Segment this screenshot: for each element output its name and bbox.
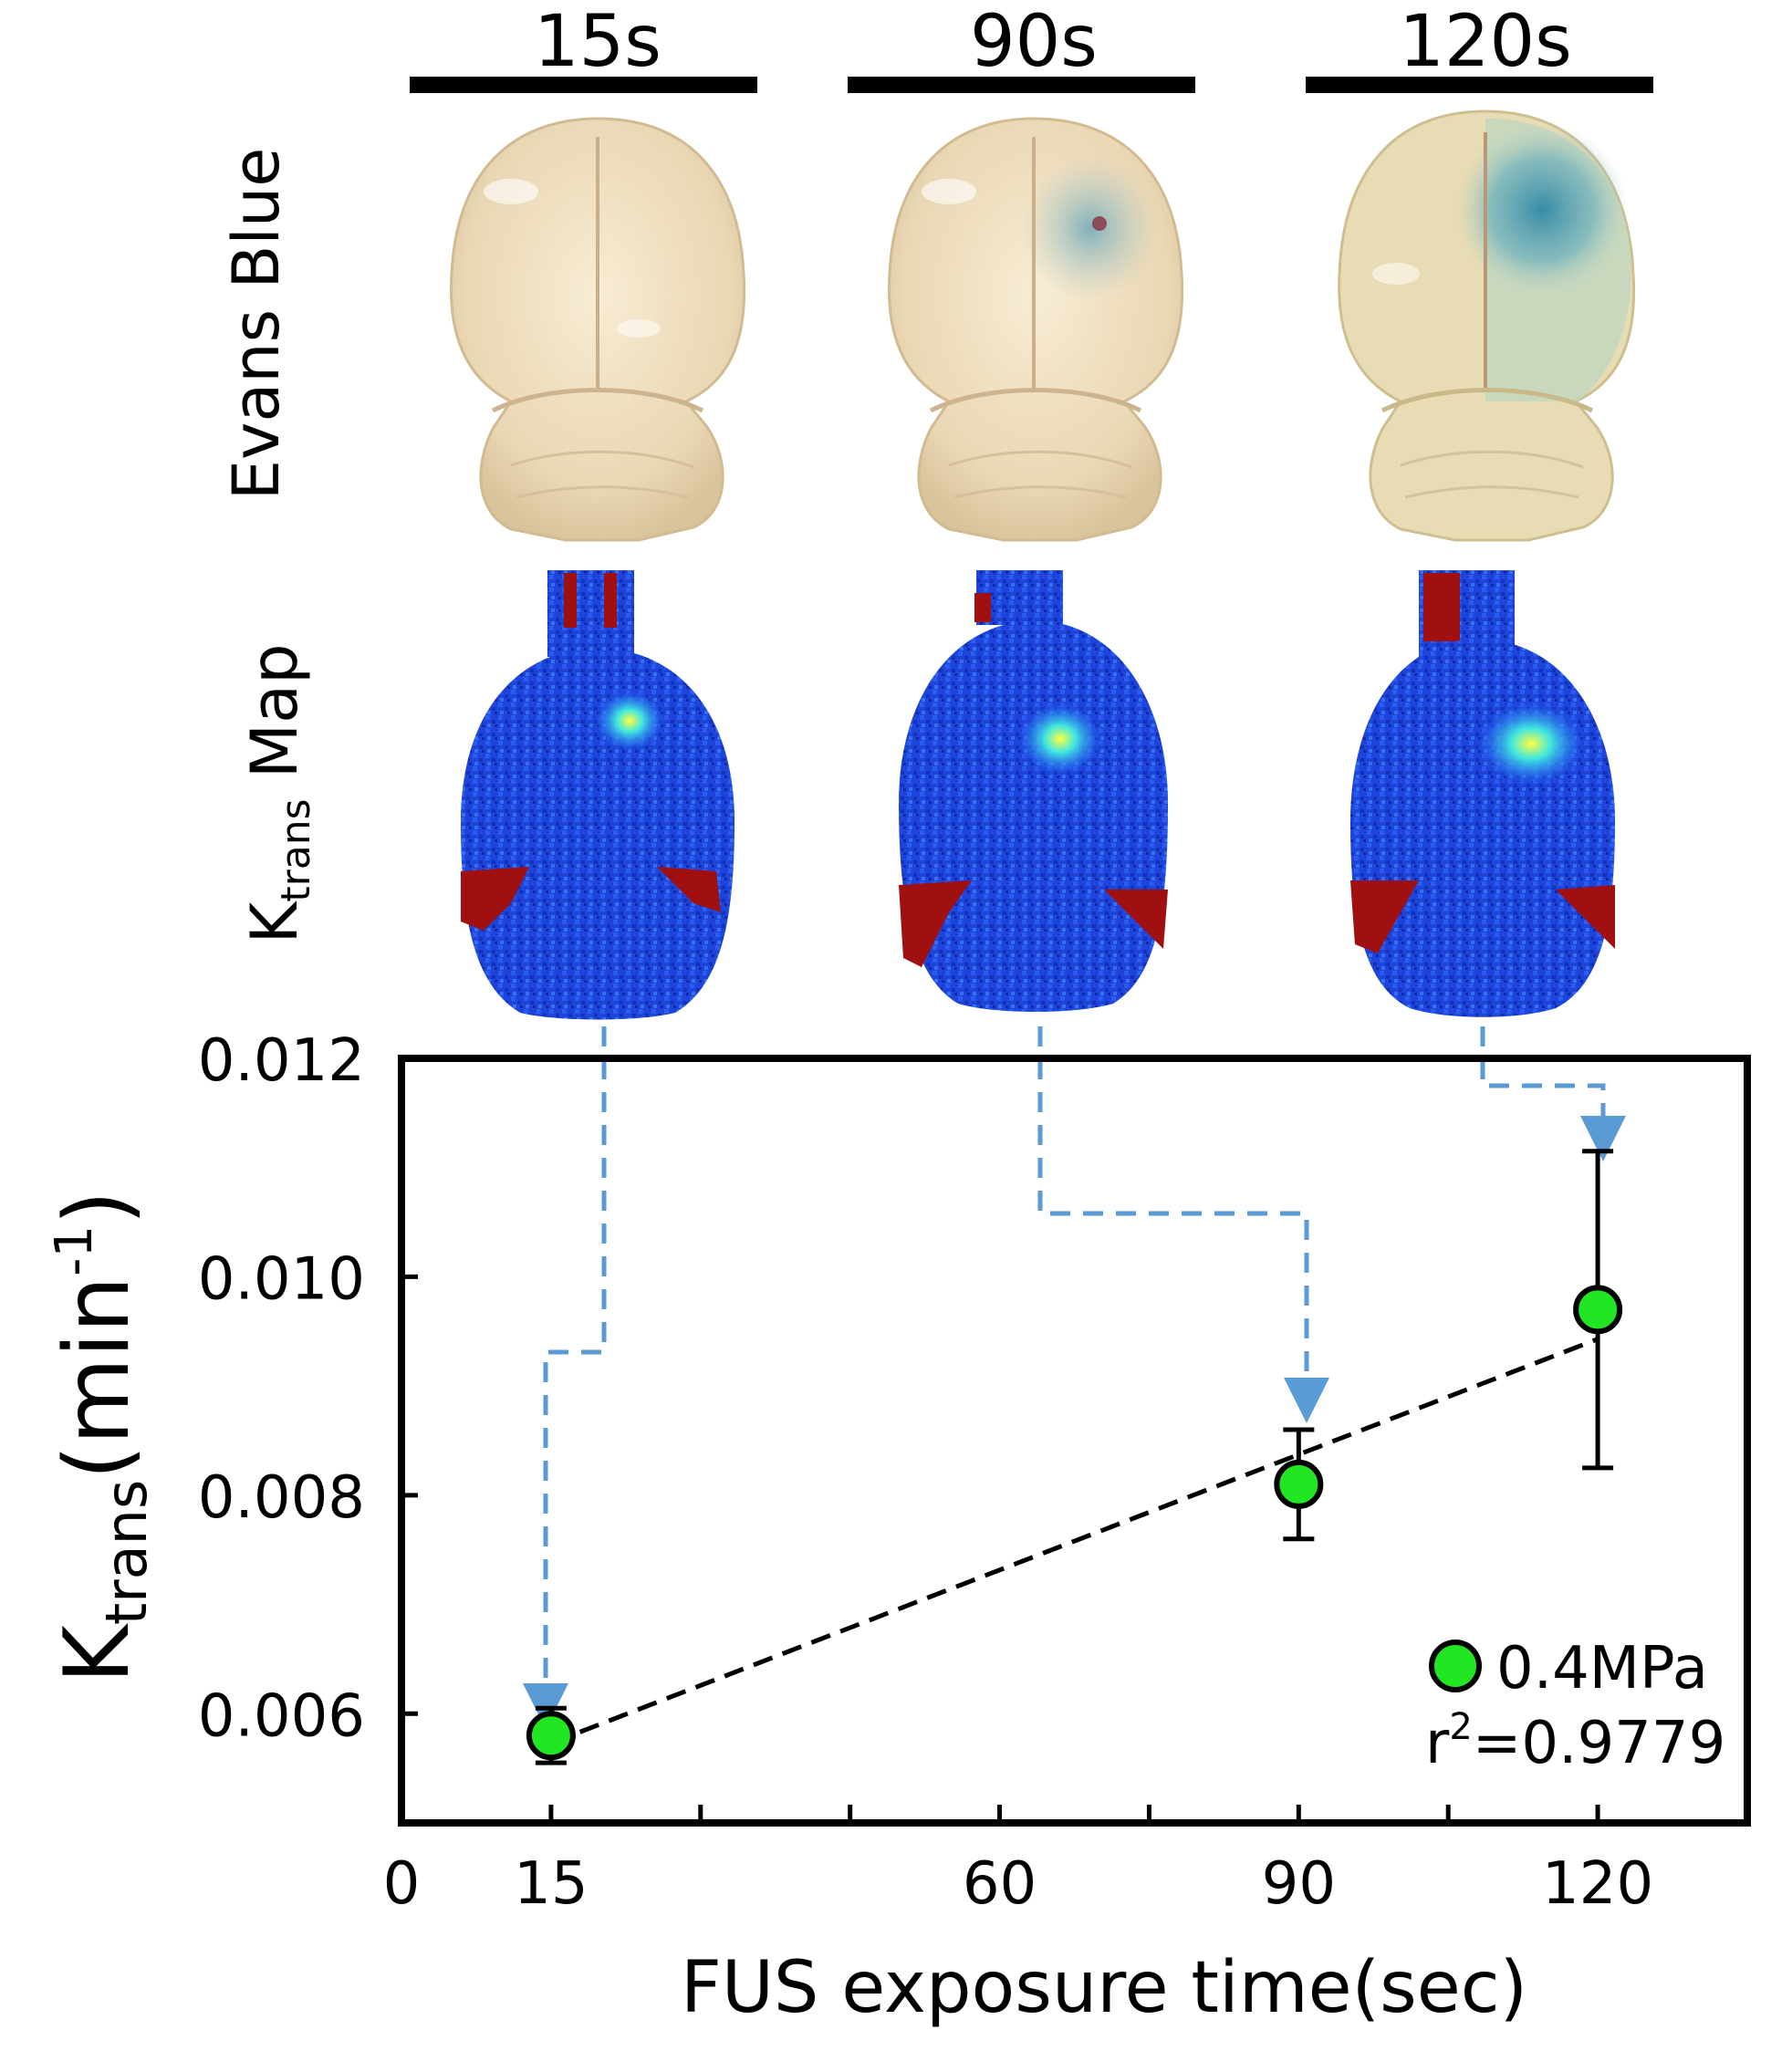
r-squared-main: r — [1425, 1710, 1450, 1777]
y-tick-label: 0.010 — [198, 1245, 365, 1313]
data-point — [1274, 1459, 1324, 1509]
fit-line-layer — [549, 1337, 1599, 1745]
r-squared-sup: 2 — [1449, 1706, 1472, 1748]
ktrans-map-label-sub: trans — [273, 798, 319, 901]
evans-blue-row-label: Evans Blue — [219, 148, 294, 501]
x-tick-label: 60 — [963, 1850, 1037, 1918]
connector-arrow-120s — [1480, 1026, 1626, 1161]
fit-line — [549, 1337, 1599, 1745]
brain-photo-120s — [1338, 109, 1636, 542]
x-tick-label: 15 — [514, 1850, 588, 1918]
ktrans-map-15s — [461, 570, 735, 1020]
ktrans-map-90s — [899, 570, 1168, 1012]
ktrans-map-label-rest: Map — [237, 643, 312, 798]
r-squared-annotation: r2=0.9779 — [1425, 1706, 1725, 1777]
data-point — [526, 1711, 576, 1761]
plot-frame — [398, 1055, 1751, 1827]
panel-title-90s: 90s — [970, 1, 1098, 83]
ktrans-map-row-label: Ktrans Map — [237, 643, 319, 943]
y-axis-title-rest: (min — [46, 1276, 150, 1480]
y-axis-title-close: ) — [46, 1191, 150, 1225]
r-squared-rest: =0.9779 — [1473, 1710, 1726, 1777]
x-tick-label: 90 — [1262, 1850, 1336, 1918]
legend-marker — [1429, 1640, 1482, 1692]
y-axis-title: Ktrans(min-1) — [45, 1191, 160, 1684]
x-tick-label: 120 — [1542, 1850, 1653, 1918]
connector-arrow-15s — [523, 1026, 607, 1729]
brain-photo-90s — [887, 117, 1184, 542]
panel-bar-120s — [1306, 77, 1653, 93]
legend-label: 0.4MPa — [1496, 1635, 1708, 1702]
y-axis: 0.006 0.008 0.010 0.012 — [198, 1027, 418, 1750]
y-axis-title-main: K — [46, 1622, 150, 1683]
x-axis: 0 15 60 90 120 — [383, 1805, 1653, 1918]
y-tick-label: 0.008 — [198, 1464, 365, 1532]
legend: 0.4MPa — [1429, 1635, 1708, 1702]
panel-bar-90s — [848, 77, 1195, 93]
ktrans-maps — [461, 570, 1615, 1020]
connector-arrow-90s — [1037, 1026, 1329, 1423]
evans-blue-brain-photos — [449, 109, 1636, 542]
x-tick-label: 0 — [383, 1850, 421, 1918]
panel-title-15s: 15s — [534, 1, 662, 83]
panel-title-120s: 120s — [1399, 1, 1572, 83]
y-axis-title-sub: trans — [93, 1480, 160, 1625]
ktrans-map-label-main: K — [237, 901, 312, 944]
ktrans-map-120s — [1350, 570, 1615, 1017]
y-tick-label: 0.006 — [198, 1682, 365, 1750]
row-labels: Evans Blue Ktrans Map — [219, 148, 319, 944]
panel-bar-15s — [410, 77, 757, 93]
x-axis-title: FUS exposure time(sec) — [681, 1947, 1527, 2029]
brain-photo-15s — [449, 117, 746, 542]
data-point — [1573, 1285, 1623, 1335]
connector-arrows — [523, 1026, 1626, 1729]
y-axis-title-sup: -1 — [45, 1225, 104, 1276]
panel-headers: 15s 90s 120s — [410, 1, 1653, 93]
y-tick-label: 0.012 — [198, 1027, 365, 1095]
data-layer — [526, 1149, 1623, 1765]
